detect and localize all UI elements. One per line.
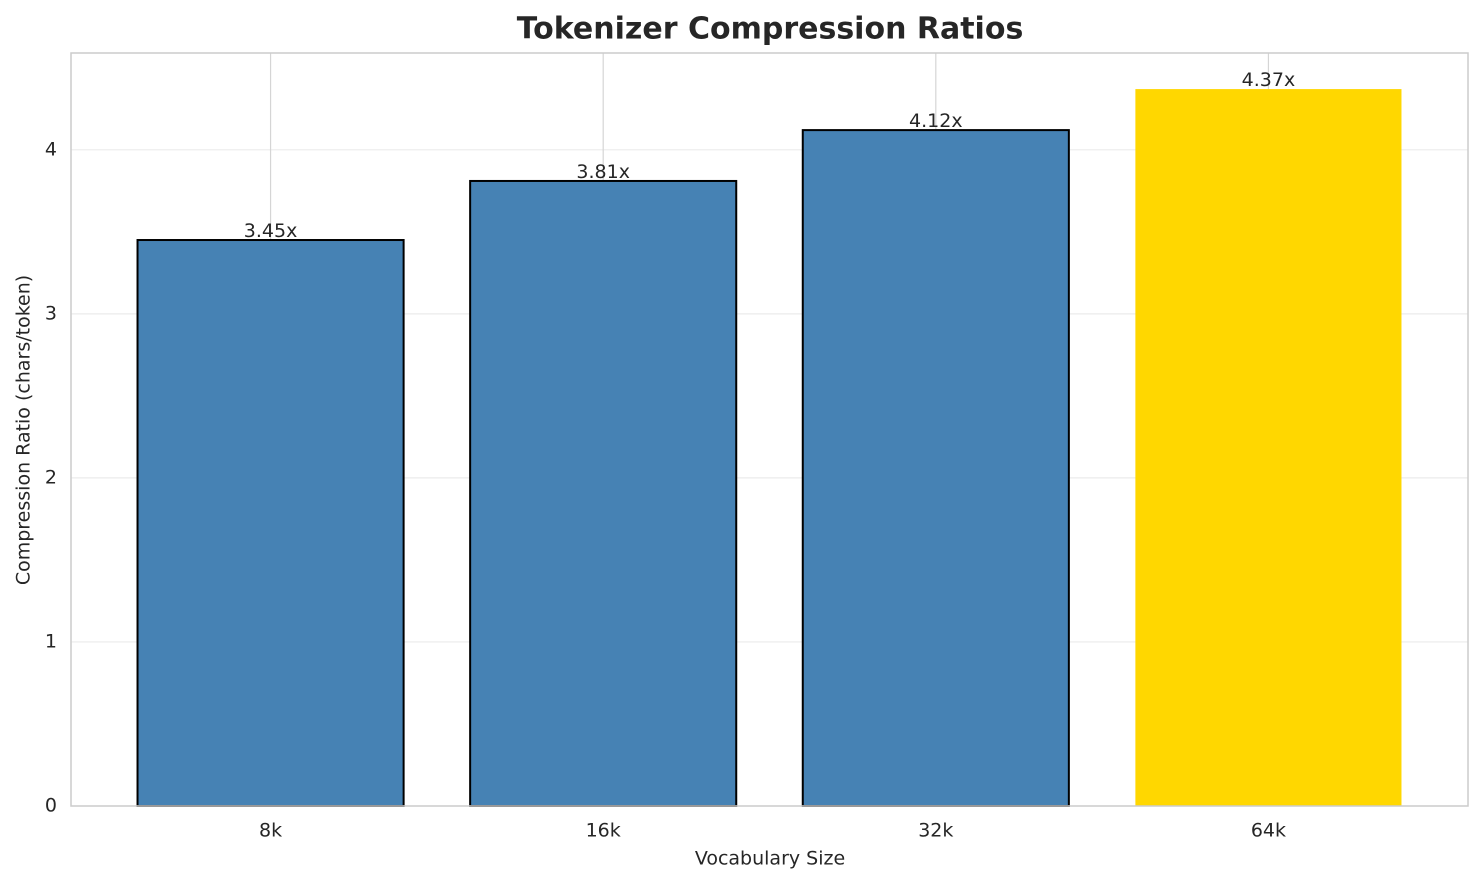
x-tick-label: 8k	[259, 820, 282, 842]
bars	[136, 89, 1402, 808]
x-tick-label: 64k	[1251, 820, 1286, 842]
bar	[469, 179, 738, 808]
bar	[136, 239, 405, 808]
y-axis-label: Compression Ratio (chars/token)	[13, 275, 35, 585]
value-label: 3.81x	[576, 161, 630, 183]
y-tick-label: 2	[45, 466, 57, 488]
value-label: 4.37x	[1242, 69, 1296, 91]
chart-title: Tokenizer Compression Ratios	[517, 12, 1024, 47]
plot-frame	[70, 52, 1469, 807]
y-tick-label: 0	[45, 795, 57, 817]
y-tick-label: 3	[45, 302, 57, 324]
x-axis-label: Vocabulary Size	[695, 848, 845, 870]
bar	[801, 129, 1070, 808]
y-tick-label: 1	[45, 630, 57, 652]
value-label: 3.45x	[244, 220, 298, 242]
x-tick-label: 16k	[586, 820, 621, 842]
value-label: 4.12x	[909, 110, 963, 132]
bar	[1135, 89, 1402, 807]
x-tick-label: 32k	[918, 820, 953, 842]
y-tick-label: 4	[45, 138, 57, 160]
